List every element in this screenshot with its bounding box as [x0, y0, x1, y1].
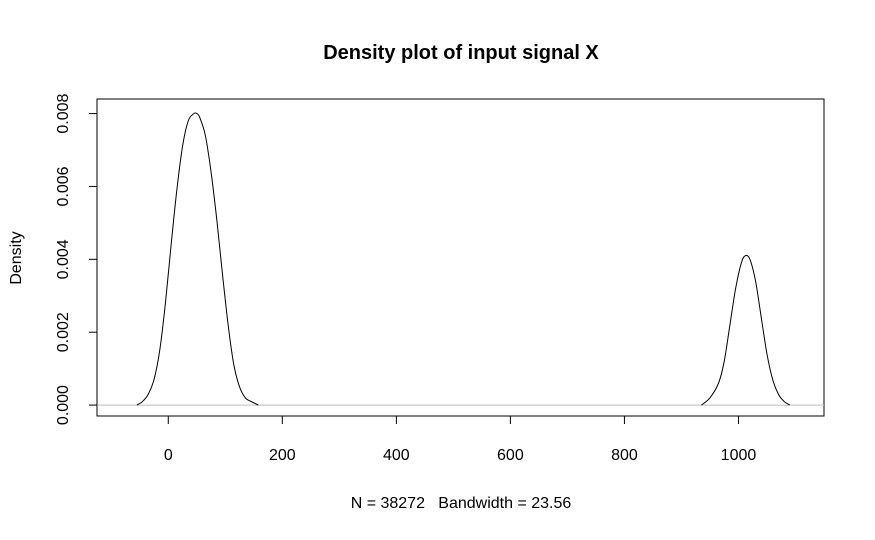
x-tick-label: 0 [164, 447, 173, 464]
x-axis: 0 200 400 600 800 1000 [164, 415, 757, 464]
x-tick-label: 1000 [721, 447, 757, 464]
y-tick-label: 0.006 [55, 166, 72, 206]
y-tick-label: 0.008 [55, 93, 72, 133]
x-axis-label: N = 38272 Bandwidth = 23.56 [351, 495, 572, 512]
y-axis-label: Density [8, 231, 25, 284]
x-tick-label: 400 [383, 447, 410, 464]
chart-title: Density plot of input signal X [323, 42, 599, 64]
x-tick-label: 800 [611, 447, 638, 464]
density-curve [136, 112, 259, 406]
y-axis: 0.000 0.002 0.004 0.006 0.008 [55, 93, 98, 425]
x-tick-label: 200 [269, 447, 296, 464]
plot-frame [96, 98, 825, 417]
y-tick-label: 0.000 [55, 385, 72, 425]
y-tick-label: 0.002 [55, 312, 72, 352]
y-tick-label: 0.004 [55, 239, 72, 279]
x-tick-label: 600 [497, 447, 524, 464]
density-series [136, 112, 791, 406]
density-curve [701, 254, 791, 406]
